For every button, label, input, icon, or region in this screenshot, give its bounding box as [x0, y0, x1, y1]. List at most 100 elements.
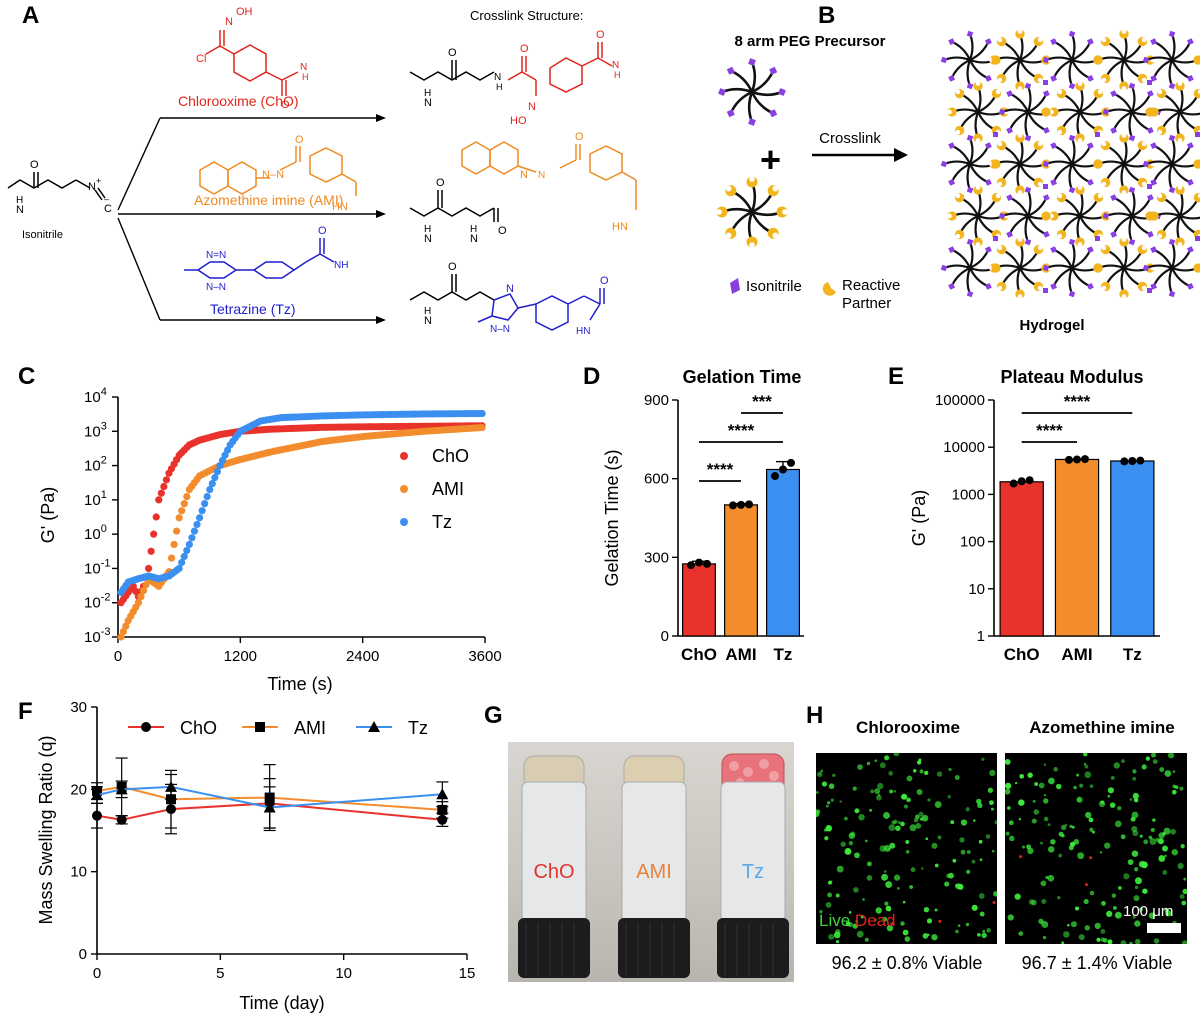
svg-text:HO: HO	[510, 115, 527, 127]
svg-text:OH: OH	[236, 6, 253, 18]
svg-text:N–N: N–N	[206, 282, 226, 293]
svg-text:HN: HN	[332, 201, 348, 213]
dChart-point	[703, 559, 711, 568]
c-point-AMI	[170, 540, 178, 549]
panel-label-g: G	[484, 702, 503, 729]
svg-text:–N: –N	[270, 169, 284, 181]
c-point-Tz	[175, 564, 183, 573]
c-point-AMI	[122, 622, 130, 630]
f-x-tick-label: 15	[459, 965, 476, 982]
c-point-Tz	[208, 479, 216, 488]
svg-text:O: O	[436, 177, 445, 189]
svg-text:HN: HN	[576, 326, 590, 337]
svg-text:Cl: Cl	[196, 53, 206, 65]
c-x-tick-label: 2400	[346, 648, 379, 665]
c-point-Tz	[195, 514, 204, 522]
svg-text:N: N	[506, 283, 514, 295]
eChart-x-label: ChO	[1004, 645, 1040, 664]
panel-label-h: H	[806, 702, 824, 729]
svg-text:N: N	[16, 204, 24, 216]
isonitrile-label: Isonitrile	[22, 229, 63, 241]
svg-text:O: O	[600, 275, 609, 287]
c-y-tick-label: 102	[84, 455, 107, 475]
eChart-point	[1128, 457, 1137, 466]
svg-text:O: O	[281, 99, 290, 111]
peg-star-partner	[716, 176, 788, 248]
dChart-point	[745, 500, 753, 509]
eChart-bar-Tz	[1110, 460, 1155, 637]
svg-text:N: N	[300, 62, 307, 73]
c-axes: 10-3 10-2 10-1 100 101 102 103 104 0 1200 2400 3600	[84, 386, 502, 665]
c-point-ChO	[160, 482, 168, 491]
svg-text:N: N	[528, 101, 536, 113]
f-marker-triangle	[436, 788, 449, 800]
svg-text:O: O	[30, 159, 39, 171]
f-legend-label: Tz	[408, 718, 428, 738]
svg-text:O: O	[448, 261, 457, 273]
c-point-AMI	[137, 593, 145, 601]
panel-a-scheme: O HN N + C– Isonitrile NOH Cl O NH Chloro…	[7, 6, 637, 337]
c-y-axis-label: G' (Pa)	[38, 487, 58, 543]
f-x-tick-label: 5	[216, 965, 224, 982]
c-point-AMI	[167, 554, 176, 562]
dChart-x-label: ChO	[681, 645, 717, 664]
panel-d-chart: Gelation Time Gelation Time (s) 0 300 600 9…	[602, 367, 804, 664]
svg-text:O: O	[318, 225, 327, 237]
svg-text:N: N	[520, 169, 528, 181]
svg-text:H: H	[424, 306, 431, 317]
c-point-AMI	[119, 627, 128, 636]
f-y-tick-label: 20	[70, 781, 87, 798]
vial-label-tz: Tz	[742, 861, 764, 883]
c-point-ChO	[150, 530, 158, 538]
eChart-point	[1081, 455, 1089, 464]
svg-text:N: N	[88, 181, 96, 193]
dChart-point	[687, 561, 695, 570]
c-point-Tz	[183, 546, 191, 555]
c-point-Tz	[185, 540, 193, 549]
dChart-point	[771, 472, 779, 481]
dChart-x-label: AMI	[725, 645, 756, 664]
f-marker-triangle	[115, 783, 128, 795]
svg-text:C: C	[104, 203, 112, 215]
svg-text:O: O	[448, 47, 457, 59]
c-point-Tz	[190, 527, 199, 535]
svg-text:O: O	[596, 29, 605, 41]
f-legend-label: ChO	[180, 718, 217, 738]
c-point-Tz	[188, 534, 196, 542]
svg-text:N–N: N–N	[490, 324, 510, 335]
c-legend-marker	[400, 485, 408, 493]
eChart-point	[1136, 456, 1145, 465]
c-point-AMI	[183, 492, 191, 501]
f-x-axis-label: Time (day)	[239, 993, 324, 1013]
f-x-tick-label: 0	[93, 965, 101, 982]
f-legend-label: AMI	[294, 718, 326, 738]
svg-text:N: N	[424, 97, 432, 109]
c-point-Tz	[193, 520, 201, 529]
svg-text:N: N	[424, 315, 432, 327]
hydrogel-network	[940, 29, 1200, 299]
panel-b-schematic: 8 arm PEG Precursor + Crosslink Isonitri…	[716, 29, 1200, 334]
svg-text:O: O	[575, 131, 584, 143]
c-point-ChO	[144, 564, 153, 573]
dChart-point	[695, 558, 703, 567]
viability-ami: 96.7 ± 1.4% Viable	[1021, 953, 1173, 973]
micrograph-chlorooxime: Live Dead	[816, 753, 997, 944]
e-significance-label: ****	[1036, 421, 1063, 440]
c-legend: ChO AMI Tz	[400, 446, 469, 532]
svg-text:N: N	[225, 16, 233, 28]
d-significance-label: ****	[707, 460, 734, 479]
c-point-AMI	[478, 423, 486, 432]
eChart-y-tick-label: 10	[968, 581, 985, 598]
panel-label-c: C	[18, 363, 36, 390]
live-label: Live	[819, 911, 851, 930]
e-title: Plateau Modulus	[1000, 367, 1143, 387]
product-tz-structure	[409, 274, 495, 301]
c-point-AMI	[180, 500, 188, 508]
d-significance-label: ***	[752, 392, 772, 411]
c-point-Tz	[178, 558, 186, 567]
dChart-bar-Tz	[766, 468, 800, 637]
e-y-axis-label: G' (Pa)	[909, 490, 929, 546]
c-point-ChO	[157, 489, 165, 497]
c-point-AMI	[117, 633, 125, 641]
